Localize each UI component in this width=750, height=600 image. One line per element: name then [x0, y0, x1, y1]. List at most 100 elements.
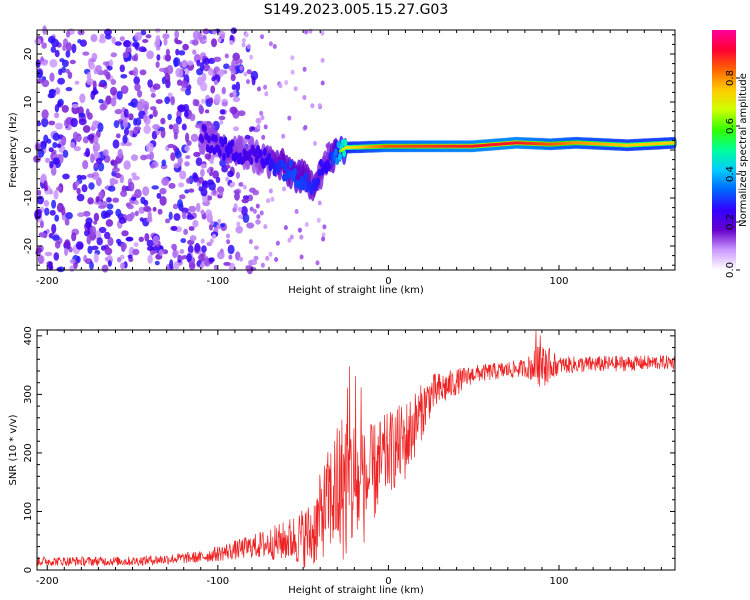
- spectral-blob: [302, 66, 307, 72]
- spectral-blob: [146, 239, 154, 248]
- figure-title: S149.2023.005.15.27.G03: [264, 2, 449, 18]
- spectral-blob: [259, 110, 264, 116]
- spectral-blob: [198, 254, 205, 261]
- spectral-blob: [100, 245, 106, 251]
- spectral-blob: [132, 175, 140, 181]
- spectral-blob: [131, 172, 137, 177]
- spectral-blob: [221, 86, 226, 95]
- spectral-blob: [143, 114, 148, 123]
- spectral-blob: [41, 109, 49, 120]
- spectral-blob: [175, 150, 182, 160]
- spectrogram-y-ticks: -20 -10 0 10 20: [23, 34, 675, 266]
- spectral-blob: [133, 242, 139, 248]
- spectral-blob: [142, 186, 150, 197]
- spectral-blob: [118, 217, 126, 224]
- spectral-blob: [204, 153, 212, 160]
- spectral-blob: [64, 239, 71, 248]
- spectral-blob: [98, 99, 104, 104]
- spectral-blob: [183, 228, 189, 235]
- spectrogram-x-ticks: -200 -100 0 100: [36, 30, 662, 287]
- spectral-blob: [167, 113, 172, 121]
- spectral-blob: [287, 115, 292, 121]
- spectral-blob: [186, 177, 192, 184]
- spectral-blob: [181, 211, 187, 220]
- spectral-blob: [35, 250, 41, 256]
- snr-x-ticks: -200 -100 0 100: [36, 330, 662, 587]
- spectral-blob: [178, 104, 186, 113]
- spectral-blob: [263, 124, 268, 130]
- spectral-blob: [101, 264, 109, 273]
- spectral-blob: [242, 184, 247, 190]
- spectral-blob: [62, 149, 69, 158]
- spectral-blob: [48, 120, 56, 126]
- spectral-blob: [316, 217, 321, 223]
- spectral-blob: [120, 190, 128, 198]
- spectral-blob: [130, 154, 139, 162]
- spectral-blob: [260, 262, 265, 268]
- ridge-mid: [291, 174, 296, 182]
- spectral-blob: [304, 222, 309, 227]
- spectral-blob: [174, 30, 180, 39]
- spectral-blob: [294, 209, 299, 214]
- spectral-blob: [241, 206, 248, 216]
- spectral-blob: [98, 83, 106, 88]
- spectral-blob: [70, 117, 78, 128]
- ridge-mid: [261, 160, 266, 169]
- spectral-blob: [142, 101, 149, 108]
- spectral-blob: [199, 61, 205, 72]
- spectral-blob: [134, 126, 142, 131]
- spectral-blob: [193, 151, 201, 157]
- ridge-mid: [254, 155, 259, 164]
- spectral-blob: [110, 52, 118, 58]
- spectral-blob: [290, 69, 295, 75]
- spectral-blob: [170, 152, 176, 162]
- spectral-blob: [317, 200, 322, 206]
- spectral-blob: [52, 142, 58, 149]
- spectral-blob: [230, 27, 237, 34]
- spectral-blob: [293, 86, 298, 92]
- spectral-blob: [62, 173, 70, 180]
- spectral-blob: [82, 125, 91, 133]
- spectral-blob: [82, 210, 91, 217]
- spectral-blob: [260, 115, 265, 121]
- spectral-blob: [145, 34, 152, 39]
- spectral-blob: [202, 28, 210, 35]
- spectral-blob: [260, 34, 264, 40]
- spectral-blob: [180, 238, 187, 244]
- ridge-mid: [267, 152, 271, 161]
- spectral-blob: [164, 72, 171, 83]
- spectral-blob: [36, 69, 43, 79]
- spectral-blob: [114, 172, 122, 179]
- spectral-blob: [76, 174, 83, 180]
- spectral-blob: [161, 177, 170, 186]
- spectral-blob: [284, 80, 289, 85]
- spectral-blob: [95, 196, 100, 203]
- spectral-blob: [130, 211, 135, 219]
- spectral-blob: [57, 77, 65, 85]
- spectral-blob: [261, 134, 266, 140]
- spectral-blob: [310, 103, 315, 109]
- spectral-blob: [44, 207, 50, 216]
- x-tick-label: -200: [36, 276, 59, 287]
- ridge-mid: [202, 124, 207, 133]
- spectral-blob: [152, 206, 157, 212]
- spectral-blob: [229, 40, 234, 46]
- spectral-blob: [37, 189, 42, 196]
- ridge-mid: [213, 134, 218, 143]
- spectral-blob: [41, 76, 47, 81]
- spectral-blob: [219, 119, 224, 125]
- spectral-blob: [155, 99, 163, 104]
- spectral-blob: [81, 184, 88, 193]
- spectral-blob: [177, 199, 183, 209]
- spectral-blob: [51, 38, 59, 48]
- spectral-blob: [67, 71, 73, 79]
- spectral-blob: [74, 80, 80, 85]
- spectral-blob: [61, 105, 69, 113]
- spectral-blob: [143, 125, 151, 134]
- spectral-blob: [49, 160, 54, 169]
- spectral-blob: [282, 186, 286, 192]
- spectral-blob: [134, 210, 139, 217]
- spectral-blob: [218, 115, 226, 121]
- spectral-blob: [255, 203, 260, 209]
- spectral-blob: [186, 253, 192, 262]
